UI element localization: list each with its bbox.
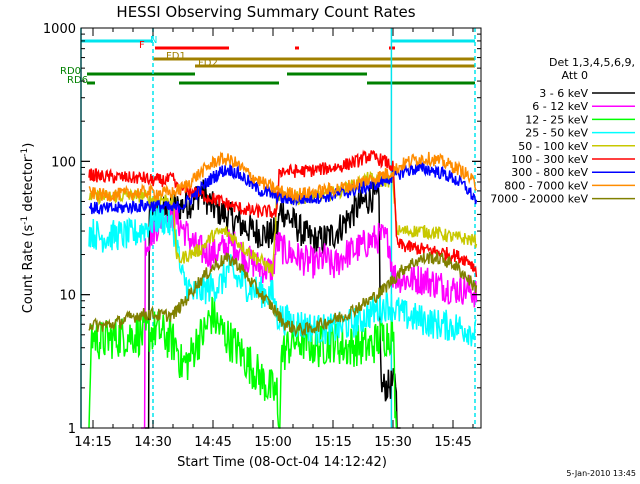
- x-tick-label-15-15: 15:15: [314, 435, 351, 450]
- y-axis-label-mid: detector: [21, 156, 36, 216]
- flag-label-f: F: [139, 40, 145, 51]
- footer-timestamp: 5-Jan-2010 13:45: [566, 469, 636, 478]
- y-axis-label-main: Count Rate (s: [21, 225, 36, 314]
- y-axis-label-sup2: -1: [20, 148, 30, 157]
- legend-label-100-300-kev: 100 - 300 keV: [511, 153, 588, 166]
- series-7000-20000-kev: [88, 251, 478, 338]
- series-25-50-kev: [88, 203, 477, 347]
- x-axis: 14:15 14:30 14:45 15:00 15:15 15:30 15:45: [74, 28, 474, 450]
- plot-frame: [80, 27, 482, 429]
- series-800-7000-kev: [88, 151, 477, 203]
- legend-label-50-100-kev: 50 - 100 keV: [518, 140, 588, 153]
- legend-label-3-6-kev: 3 - 6 keV: [539, 87, 588, 100]
- y-tick-label-1000: 1000: [43, 22, 76, 37]
- flag-label-fd2: FD2: [198, 58, 218, 69]
- x-tick-label-14-15: 14:15: [74, 435, 111, 450]
- legend-label-12-25-kev: 12 - 25 keV: [525, 113, 588, 126]
- y-tick-label-100: 100: [51, 155, 76, 170]
- x-tick-label-14-30: 14:30: [134, 435, 171, 450]
- legend-label-6-12-kev: 6 - 12 keV: [532, 100, 588, 113]
- chart-title: HESSI Observing Summary Count Rates: [116, 3, 415, 21]
- legend-header-line2: Att 0: [562, 69, 588, 82]
- y-axis: 1 10 100 1000: [43, 22, 481, 437]
- series-lines: [88, 149, 478, 429]
- x-axis-label: Start Time (08-Oct-04 14:12:42): [177, 455, 387, 470]
- legend-label-25-50-kev: 25 - 50 keV: [525, 127, 588, 140]
- y-axis-label-end: ): [21, 143, 36, 148]
- legend-label-800-7000-kev: 800 - 7000 keV: [504, 179, 588, 192]
- legend-label-300-800-kev: 300 - 800 keV: [511, 166, 588, 179]
- flag-label-fd1: FD1: [166, 51, 186, 62]
- legend-label-7000-20000-kev: 7000 - 20000 keV: [490, 193, 588, 206]
- series-100-300-kev: [88, 149, 478, 278]
- y-axis-label: Count Rate (s-1 detector-1): [20, 143, 36, 314]
- y-tick-label-1: 1: [68, 422, 76, 437]
- series-3-6-kev: [145, 179, 401, 429]
- x-tick-label-15-45: 15:45: [434, 435, 471, 450]
- x-tick-label-14-45: 14:45: [194, 435, 231, 450]
- legend-header-line1: Det 1,3,4,5,6,9,: [549, 56, 635, 69]
- y-tick-label-10: 10: [59, 289, 76, 304]
- flag-label-rd0: RD0: [60, 66, 81, 77]
- x-tick-label-15-00: 15:00: [254, 435, 291, 450]
- y-axis-label-sup1: -1: [20, 216, 30, 225]
- flag-label-n: N: [150, 35, 157, 46]
- x-tick-label-15-30: 15:30: [374, 435, 411, 450]
- flag-label-rd6: RD6: [67, 75, 88, 86]
